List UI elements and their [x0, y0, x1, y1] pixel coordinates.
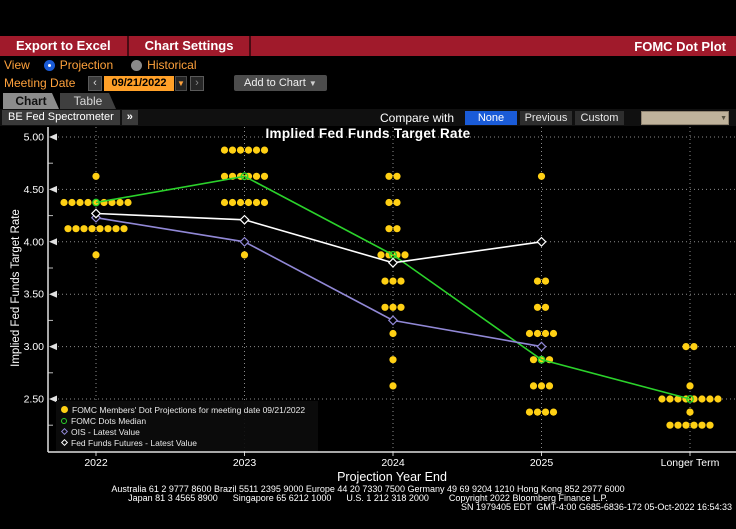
- chart-legend: FOMC Members' Dot Projections for meetin…: [56, 401, 318, 451]
- legend-item-dots: FOMC Members' Dot Projections for meetin…: [61, 404, 312, 415]
- tab-chart[interactable]: Chart: [3, 93, 59, 109]
- chart-title: Implied Fed Funds Target Rate: [265, 126, 471, 141]
- add-to-chart-button[interactable]: Add to Chart ▼: [234, 75, 327, 91]
- projection-radio[interactable]: [43, 59, 55, 71]
- legend-label: OIS - Latest Value: [71, 426, 140, 437]
- page-title: FOMC Dot Plot: [634, 38, 726, 54]
- view-label: View: [4, 58, 30, 72]
- tab-strip: Chart Table: [0, 92, 736, 109]
- expand-chevrons-icon[interactable]: »: [121, 110, 138, 125]
- green-circle-icon: [61, 417, 67, 424]
- svg-text:2022: 2022: [84, 457, 108, 469]
- svg-text:2024: 2024: [381, 457, 405, 469]
- svg-text:2.50: 2.50: [24, 394, 45, 406]
- legend-item-futures: Fed Funds Futures - Latest Value: [60, 437, 312, 448]
- chart-toolbar: BE Fed Spectrometer » Compare with None …: [0, 109, 736, 126]
- chart-settings-button[interactable]: Chart Settings: [129, 36, 252, 56]
- add-to-chart-label: Add to Chart: [244, 77, 306, 89]
- svg-text:5.00: 5.00: [24, 132, 45, 144]
- add-to-chart-caret-icon: ▼: [308, 79, 317, 88]
- dropdown-caret-icon: ▼: [720, 115, 727, 122]
- export-to-excel-button[interactable]: Export to Excel: [0, 36, 129, 56]
- footer-contacts-line1: Australia 61 2 9777 8600 Brazil 5511 239…: [111, 484, 625, 494]
- be-fed-spectrometer-button[interactable]: BE Fed Spectrometer: [2, 110, 120, 125]
- white-diamond-icon: [60, 438, 69, 447]
- svg-text:2025: 2025: [530, 457, 554, 469]
- compare-previous-button[interactable]: Previous: [520, 111, 572, 125]
- svg-text:4.00: 4.00: [24, 236, 45, 248]
- legend-label: FOMC Members' Dot Projections for meetin…: [72, 404, 306, 415]
- title-bar: Export to Excel Chart Settings FOMC Dot …: [0, 36, 736, 56]
- compare-with-label: Compare with: [380, 110, 455, 125]
- svg-text:3.00: 3.00: [24, 341, 45, 353]
- svg-text:2023: 2023: [233, 457, 257, 469]
- meeting-date-label: Meeting Date: [4, 76, 76, 90]
- legend-item-ois: OIS - Latest Value: [60, 426, 312, 437]
- purple-diamond-icon: [60, 427, 69, 436]
- footer-session-info: SN 1979405 EDT GMT-4:00 G685-6836-172 05…: [460, 502, 732, 512]
- legend-item-median: FOMC Dots Median: [61, 415, 312, 426]
- historical-radio[interactable]: [131, 59, 143, 71]
- projection-radio-label[interactable]: Projection: [59, 58, 114, 72]
- view-row: View Projection Historical: [0, 57, 736, 73]
- compare-custom-dropdown[interactable]: ▼: [641, 111, 729, 125]
- compare-none-button[interactable]: None: [465, 111, 517, 125]
- x-axis-title: Projection Year End: [337, 470, 447, 484]
- svg-text:3.50: 3.50: [24, 289, 45, 301]
- date-dropdown-caret[interactable]: ▼: [175, 75, 187, 91]
- meeting-date-row: Meeting Date ‹ 09/21/2022 ▼ › Add to Cha…: [0, 74, 736, 92]
- footer-contacts-line2: Japan 81 3 4565 8900 Singapore 65 6212 1…: [128, 493, 608, 503]
- yellow-dot-icon: [61, 406, 68, 413]
- tab-table[interactable]: Table: [60, 93, 116, 109]
- previous-date-button[interactable]: ‹: [88, 75, 102, 91]
- y-axis-title: Implied Fed Funds Target Rate: [10, 209, 22, 367]
- historical-radio-label[interactable]: Historical: [147, 58, 197, 72]
- legend-label: Fed Funds Futures - Latest Value: [71, 437, 197, 448]
- compare-custom-button[interactable]: Custom: [575, 111, 624, 125]
- meeting-date-input[interactable]: 09/21/2022: [104, 75, 174, 91]
- svg-text:Longer Term: Longer Term: [661, 457, 720, 469]
- next-date-button[interactable]: ›: [190, 75, 204, 91]
- legend-label: FOMC Dots Median: [71, 415, 147, 426]
- svg-text:4.50: 4.50: [24, 184, 45, 196]
